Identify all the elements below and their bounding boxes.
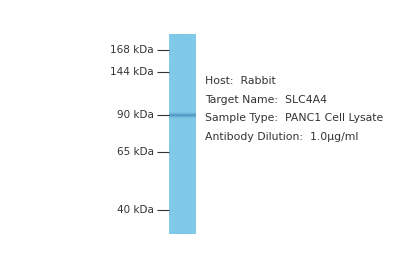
- Text: Sample Type:  PANC1 Cell Lysate: Sample Type: PANC1 Cell Lysate: [205, 113, 383, 123]
- Text: 90 kDa: 90 kDa: [117, 110, 154, 120]
- Text: 65 kDa: 65 kDa: [117, 147, 154, 157]
- Text: Target Name:  SLC4A4: Target Name: SLC4A4: [205, 95, 327, 105]
- Text: 40 kDa: 40 kDa: [117, 205, 154, 215]
- Text: Antibody Dilution:  1.0μg/ml: Antibody Dilution: 1.0μg/ml: [205, 132, 358, 142]
- Text: 144 kDa: 144 kDa: [110, 67, 154, 77]
- Text: Host:  Rabbit: Host: Rabbit: [205, 76, 276, 87]
- Text: 168 kDa: 168 kDa: [110, 45, 154, 54]
